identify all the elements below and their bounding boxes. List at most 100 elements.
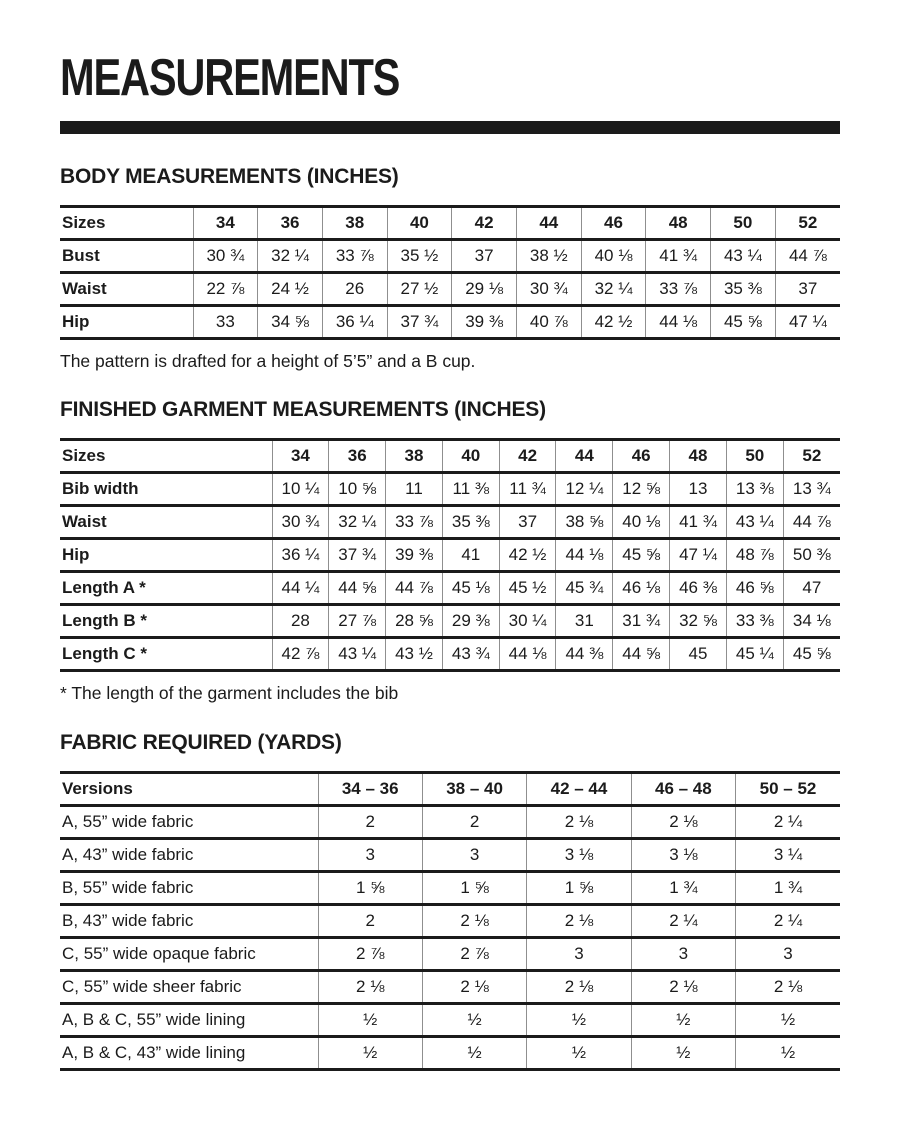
measurement-cell: 47 ¼ <box>669 538 727 572</box>
table-row: A, B & C, 43” wide lining ½ ½ ½ ½ ½ <box>60 1036 840 1070</box>
column-header: 42 <box>451 206 517 240</box>
measurement-cell: 29 ⅛ <box>451 272 517 306</box>
table-header-label: Sizes <box>62 213 106 232</box>
measurement-cell: 2 ¼ <box>735 805 840 839</box>
row-label: Waist <box>62 512 107 531</box>
measurement-cell: 13 ⅜ <box>725 472 784 506</box>
measurement-cell: 30 ¾ <box>271 505 329 539</box>
measurement-cell: 44 ⅝ <box>328 571 386 605</box>
measurement-cell: 41 <box>441 538 500 572</box>
measurement-cell: 31 <box>555 604 613 638</box>
measurement-cell: 2 ⅛ <box>421 904 527 938</box>
measurement-cell: 45 ⅝ <box>782 637 840 671</box>
row-label: A, 55” wide fabric <box>62 812 194 831</box>
measurement-cell: 46 ⅜ <box>669 571 727 605</box>
measurement-cell: 2 ⅛ <box>526 970 632 1004</box>
measurement-cell: 33 ⅜ <box>725 604 784 638</box>
column-header: 36 <box>257 206 323 240</box>
measurement-cell: 11 <box>385 472 443 506</box>
measurement-cell: 47 ¼ <box>774 305 840 339</box>
fabric-required-table: Versions 34 – 36 38 – 40 42 – 44 46 – 48 50 –… <box>60 771 840 1071</box>
column-header: 38 <box>385 439 443 473</box>
measurement-cell: 41 ¾ <box>669 505 727 539</box>
measurement-cell: 11 ⅜ <box>441 472 500 506</box>
measurement-cell: 34 ⅛ <box>782 604 840 638</box>
column-header: 42 <box>498 439 556 473</box>
measurement-cell: 40 ⅛ <box>580 239 646 273</box>
body-measurements-table: Sizes 34 36 38 40 42 44 46 48 50 52 Bust 30 ¾ 32 ¼ 33 … <box>60 205 840 340</box>
table-row: Bib width 10 ¼ 10 ⅝ 11 11 ⅜ 11 ¾ 12 ¼ 12 ⅝ 13 13 … <box>60 472 840 506</box>
measurement-cell: 44 ⅛ <box>555 538 613 572</box>
measurement-cell: 2 ⅛ <box>630 970 736 1004</box>
measurement-cell: 42 ⅞ <box>271 637 329 671</box>
measurement-cell: 44 ⅞ <box>774 239 840 273</box>
measurement-cell: 29 ⅜ <box>441 604 500 638</box>
measurement-cell: 30 ¼ <box>498 604 556 638</box>
measurement-cell: 2 ⅛ <box>630 805 736 839</box>
section-heading-finished-garment: FINISHED GARMENT MEASUREMENTS (INCHES) <box>60 398 546 421</box>
measurement-cell: 33 ⅞ <box>645 272 711 306</box>
measurement-cell: 2 ⅛ <box>421 970 527 1004</box>
measurement-cell: 39 ⅜ <box>451 305 517 339</box>
row-label: A, 43” wide fabric <box>62 845 194 864</box>
measurement-cell: 40 ⅞ <box>515 305 582 339</box>
table-header-label: Sizes <box>62 446 106 465</box>
row-label: C, 55” wide opaque fabric <box>62 944 256 963</box>
measurement-cell: 2 <box>421 805 527 839</box>
column-header: 38 – 40 <box>421 772 527 806</box>
measurement-cell: 1 ⅝ <box>317 871 423 905</box>
measurement-cell: 46 ⅛ <box>612 571 670 605</box>
measurement-cell: 12 ¼ <box>555 472 613 506</box>
column-header: 44 <box>515 206 582 240</box>
measurement-cell: 43 ¼ <box>725 505 784 539</box>
column-header: 52 <box>782 439 840 473</box>
measurement-cell: 3 <box>526 937 632 971</box>
measurement-cell: 35 ⅜ <box>441 505 500 539</box>
bib-length-footnote: * The length of the garment includes the… <box>60 683 399 703</box>
page: MEASUREMENTS BODY MEASUREMENTS (INCHES) … <box>60 0 840 1071</box>
measurement-cell: ½ <box>526 1003 632 1037</box>
table-row: Hip 36 ¼ 37 ¾ 39 ⅜ 41 42 ½ 44 ⅛ 45 ⅝ 47 ¼ 48 ⅞ 50 … <box>60 538 840 572</box>
row-label: Length C * <box>62 644 147 663</box>
column-header: 46 <box>580 206 646 240</box>
measurement-cell: 45 ⅝ <box>710 305 776 339</box>
measurement-cell: 2 ⅛ <box>526 805 632 839</box>
page-title: MEASUREMENTS <box>60 52 840 104</box>
measurement-cell: 37 <box>451 239 517 273</box>
column-header: 48 <box>645 206 711 240</box>
measurement-cell: 43 ¾ <box>441 637 500 671</box>
measurement-cell: 27 ½ <box>386 272 452 306</box>
measurement-cell: 37 <box>498 505 556 539</box>
measurement-cell: 1 ⅝ <box>421 871 527 905</box>
column-header: 52 <box>774 206 840 240</box>
row-label: Bib width <box>62 479 139 498</box>
table-row: Hip 33 34 ⅝ 36 ¼ 37 ¾ 39 ⅜ 40 ⅞ 42 ½ 44 ⅛ 45 ⅝ 47 … <box>60 305 840 339</box>
measurement-cell: 28 ⅝ <box>385 604 443 638</box>
measurement-cell: 44 ¼ <box>271 571 329 605</box>
row-label: Length A * <box>62 578 146 597</box>
measurement-cell: 45 ⅝ <box>612 538 670 572</box>
measurement-cell: 22 ⅞ <box>192 272 258 306</box>
measurement-cell: 13 <box>669 472 727 506</box>
measurement-cell: 43 ¼ <box>328 637 386 671</box>
measurement-cell: 3 <box>317 838 423 872</box>
measurement-cell: ½ <box>526 1036 632 1070</box>
measurement-cell: 28 <box>271 604 329 638</box>
measurement-cell: 45 ½ <box>498 571 556 605</box>
measurement-cell: 32 ⅝ <box>669 604 727 638</box>
measurement-cell: 24 ½ <box>257 272 323 306</box>
measurement-cell: 40 ⅛ <box>612 505 670 539</box>
measurement-cell: ½ <box>421 1036 527 1070</box>
section-heading-body-measurements: BODY MEASUREMENTS (INCHES) <box>60 165 399 188</box>
measurement-cell: 44 ⅝ <box>612 637 670 671</box>
measurement-cell: 42 ½ <box>580 305 646 339</box>
measurement-cell: 2 ¼ <box>735 904 840 938</box>
measurement-cell: 3 ¼ <box>735 838 840 872</box>
measurement-cell: 39 ⅜ <box>385 538 443 572</box>
measurement-cell: 50 ⅜ <box>782 538 840 572</box>
measurement-cell: 38 ½ <box>515 239 582 273</box>
